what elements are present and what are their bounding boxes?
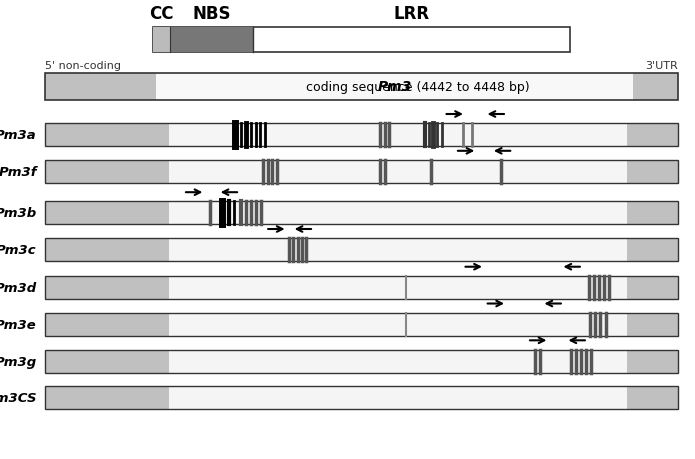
- Bar: [153, 28, 570, 53]
- Bar: [45, 161, 678, 184]
- Bar: [156, 73, 633, 101]
- Bar: [45, 124, 168, 147]
- Bar: [45, 386, 168, 409]
- Bar: [45, 313, 168, 336]
- Bar: [45, 350, 678, 373]
- Text: CC: CC: [149, 5, 174, 23]
- Bar: [627, 313, 678, 336]
- Text: coding sequence (4442 to 4448 bp): coding sequence (4442 to 4448 bp): [302, 81, 530, 94]
- Bar: [168, 239, 627, 262]
- Text: Pm3a: Pm3a: [0, 129, 37, 142]
- Text: Pm3d: Pm3d: [0, 281, 37, 294]
- Text: 5' non-coding: 5' non-coding: [45, 61, 121, 71]
- Bar: [168, 350, 627, 373]
- Text: 3'UTR: 3'UTR: [645, 61, 678, 71]
- Bar: [627, 202, 678, 225]
- Bar: [627, 350, 678, 373]
- Bar: [45, 386, 678, 409]
- Bar: [627, 239, 678, 262]
- Bar: [45, 73, 156, 101]
- Bar: [627, 276, 678, 299]
- Bar: [45, 202, 678, 225]
- Bar: [168, 313, 627, 336]
- Bar: [45, 276, 678, 299]
- Text: Pm3e: Pm3e: [0, 318, 37, 331]
- Text: Pm3c: Pm3c: [0, 244, 37, 257]
- Text: Pm3: Pm3: [377, 80, 411, 94]
- Bar: [168, 161, 627, 184]
- Bar: [170, 28, 253, 53]
- Text: Pm3g: Pm3g: [0, 355, 37, 368]
- Text: Pm3b: Pm3b: [0, 207, 37, 220]
- Bar: [627, 161, 678, 184]
- Bar: [45, 161, 168, 184]
- Bar: [153, 28, 170, 53]
- Text: LRR: LRR: [393, 5, 430, 23]
- Bar: [168, 202, 627, 225]
- Bar: [45, 202, 168, 225]
- Bar: [168, 124, 627, 147]
- Text: NBS: NBS: [192, 5, 231, 23]
- Bar: [45, 239, 168, 262]
- Bar: [627, 386, 678, 409]
- Text: Pm3f: Pm3f: [0, 166, 37, 179]
- Text: Pm3CS: Pm3CS: [0, 392, 37, 404]
- Bar: [45, 239, 678, 262]
- Bar: [168, 386, 627, 409]
- Bar: [45, 313, 678, 336]
- Bar: [45, 73, 678, 101]
- Bar: [45, 350, 168, 373]
- Bar: [633, 73, 678, 101]
- Bar: [45, 276, 168, 299]
- Bar: [627, 124, 678, 147]
- Bar: [168, 276, 627, 299]
- Bar: [45, 124, 678, 147]
